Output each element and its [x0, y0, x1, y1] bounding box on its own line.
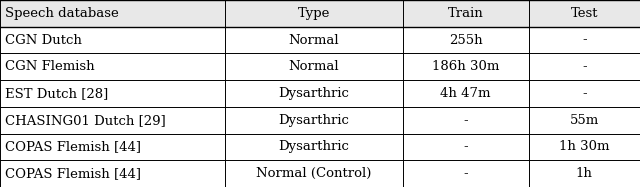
Bar	[0, 0, 640, 27]
Text: -: -	[582, 87, 587, 100]
Text: Test: Test	[571, 7, 598, 20]
Text: COPAS Flemish [44]: COPAS Flemish [44]	[5, 167, 141, 180]
Text: Speech database: Speech database	[5, 7, 119, 20]
Text: Dysarthric: Dysarthric	[278, 114, 349, 127]
Text: 1h 30m: 1h 30m	[559, 140, 609, 153]
Text: EST Dutch [28]: EST Dutch [28]	[5, 87, 108, 100]
Text: CHASING01 Dutch [29]: CHASING01 Dutch [29]	[5, 114, 166, 127]
Text: Dysarthric: Dysarthric	[278, 140, 349, 153]
Text: Dysarthric: Dysarthric	[278, 87, 349, 100]
Text: Type: Type	[298, 7, 330, 20]
Text: CGN Dutch: CGN Dutch	[5, 34, 82, 47]
Text: -: -	[582, 34, 587, 47]
Text: 1h: 1h	[576, 167, 593, 180]
Text: -: -	[463, 140, 468, 153]
Text: -: -	[582, 60, 587, 73]
Text: Normal (Control): Normal (Control)	[256, 167, 372, 180]
Text: COPAS Flemish [44]: COPAS Flemish [44]	[5, 140, 141, 153]
Text: CGN Flemish: CGN Flemish	[5, 60, 95, 73]
Text: 255h: 255h	[449, 34, 483, 47]
Text: Normal: Normal	[289, 34, 339, 47]
Text: -: -	[463, 114, 468, 127]
Text: -: -	[463, 167, 468, 180]
Text: Normal: Normal	[289, 60, 339, 73]
Text: 4h 47m: 4h 47m	[440, 87, 491, 100]
Text: 186h 30m: 186h 30m	[432, 60, 499, 73]
Text: 55m: 55m	[570, 114, 599, 127]
Text: Train: Train	[448, 7, 483, 20]
